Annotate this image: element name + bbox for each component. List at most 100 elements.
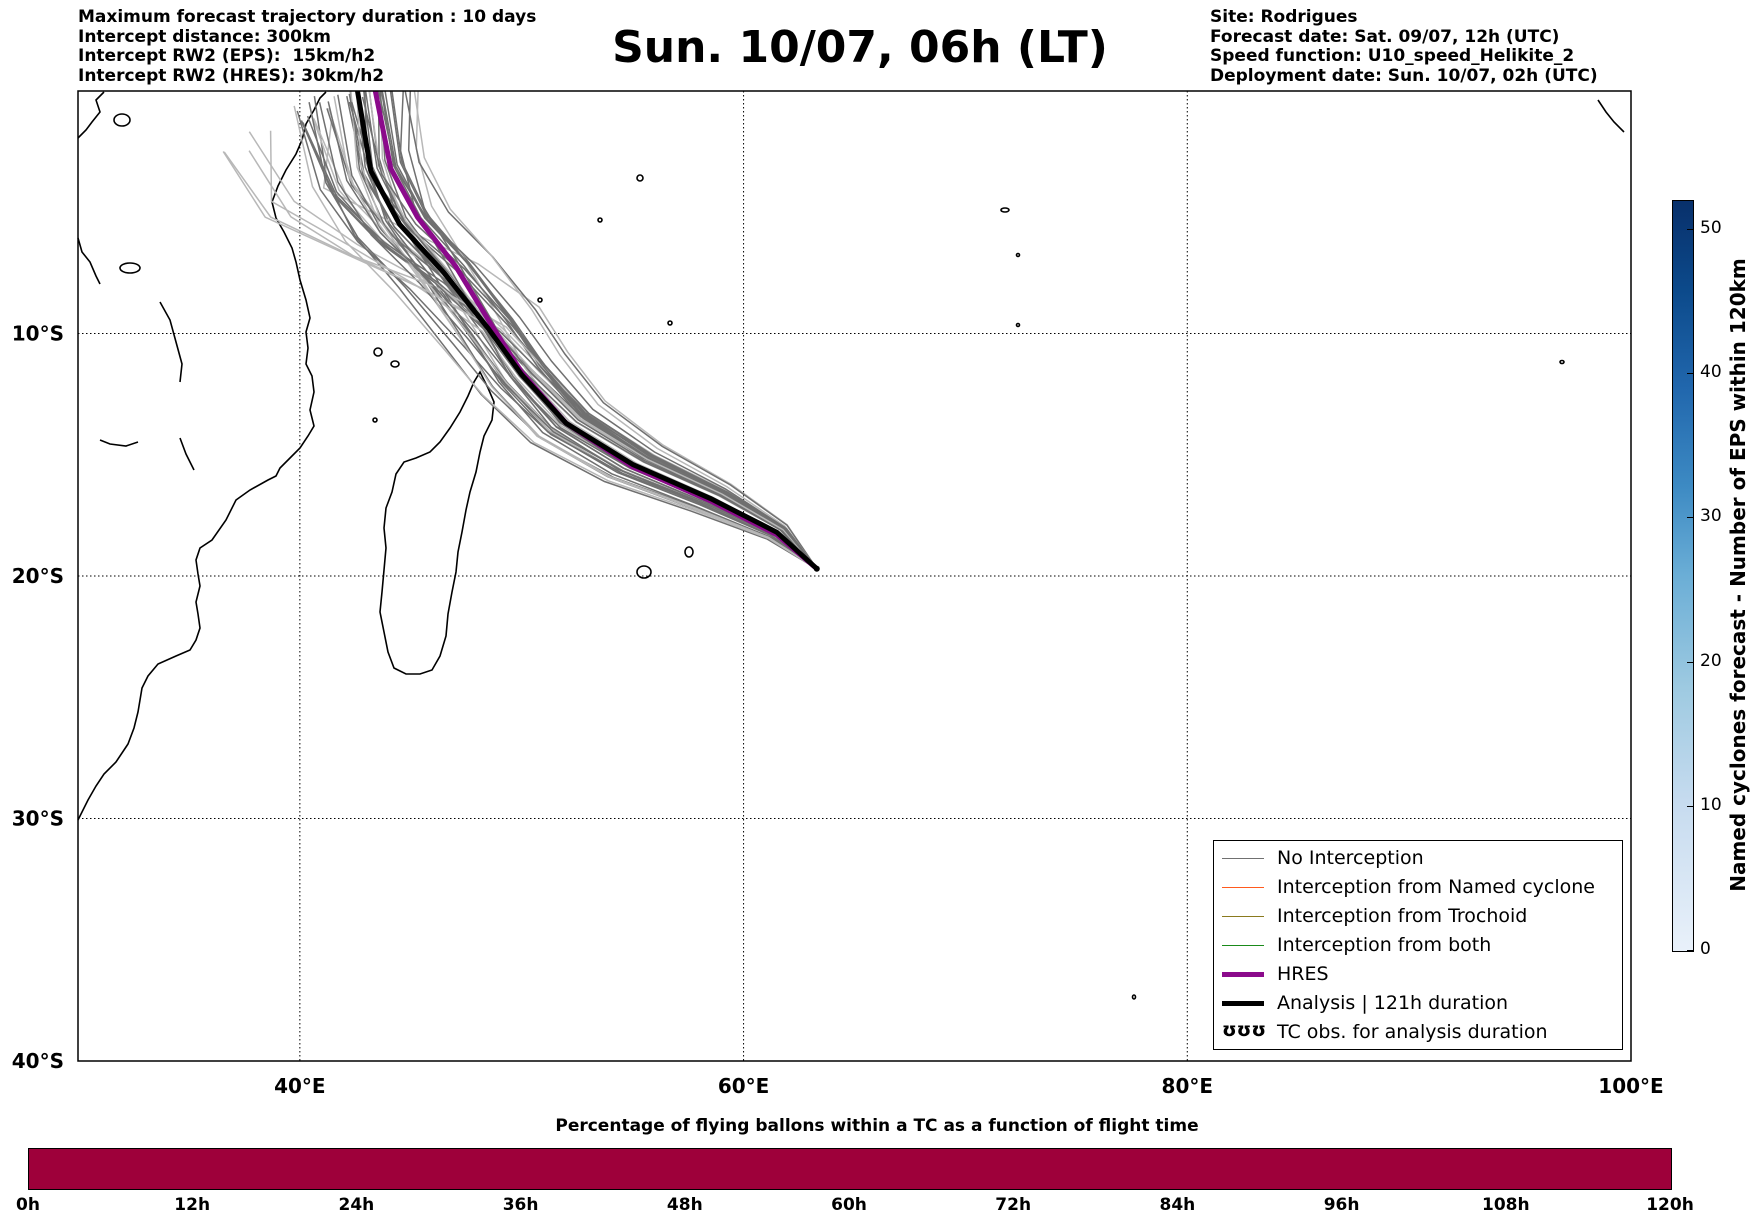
legend-item: HRES [1214,961,1622,989]
africa-coastline [77,91,327,821]
island [159,301,183,383]
island [179,437,195,471]
percentage-tick-label: 0h [16,1195,40,1215]
legend-item: Interception from both [1214,932,1622,960]
colorbar-tick-label: 40 [1700,362,1722,383]
legend-label: Interception from Named cyclone [1277,876,1595,898]
colorbar-tick [1687,805,1693,807]
arabia-coastline [77,237,101,285]
eps-member-track [350,101,818,570]
colorbar-tick [1687,517,1693,519]
legend-label: Interception from Trochoid [1277,905,1528,927]
header-line: Speed function: U10_speed_Helikite_2 [1210,46,1575,66]
legend-swatch [1222,858,1264,859]
legend-label: Analysis | 121h duration [1277,992,1509,1014]
island [1000,207,1010,213]
header-line: Deployment date: Sun. 10/07, 02h (UTC) [1210,65,1598,86]
coastlines [77,91,1625,1000]
colorbar-tick [1687,661,1693,663]
colorbar [1672,200,1694,952]
map-frame [77,90,1632,1062]
arabia-coastline [77,91,105,139]
colorbar-tick-label: 0 [1700,939,1711,959]
eps-member-track [293,105,818,570]
map-grid [78,91,1631,1061]
lon-tick-label: 60°E [718,1074,770,1098]
percentage-tick-label: 36h [502,1195,539,1215]
legend-label: TC obs. for analysis duration [1277,1021,1548,1043]
eps-member-track [379,90,818,570]
eps-member-track [407,90,818,570]
eps-member-track [389,90,818,570]
header-line: Maximum forecast trajectory duration : 1… [78,7,537,27]
eps-member-track [377,90,818,570]
colorbar-label: Named cyclones forecast - Number of EPS … [1726,258,1750,892]
launch-site-marker [813,565,820,572]
island [1559,359,1565,365]
island [373,347,383,357]
colorbar-tick [1687,950,1693,951]
legend-item: Analysis | 121h duration [1214,990,1622,1018]
eps-member-track [379,90,818,570]
lon-tick-label: 100°E [1598,1074,1663,1098]
page-title: Sun. 10/07, 06h (LT) [612,22,1108,73]
header-info-left: Maximum forecast trajectory duration : 1… [78,7,537,86]
legend-swatch [1222,887,1264,888]
percentage-bar-title: Percentage of flying ballons within a TC… [555,1116,1199,1136]
colorbar-tick-label: 50 [1700,217,1722,238]
lat-tick-label: 30°S [12,807,64,831]
lat-tick-label: 10°S [12,322,64,346]
legend-item: Interception from Named cyclone [1214,874,1622,902]
percentage-tick-label: 96h [1323,1195,1360,1215]
colorbar-tick-label: 10 [1700,794,1722,815]
eps-ensemble-tracks [222,90,818,570]
percentage-tick-label: 84h [1159,1195,1196,1215]
lat-tick-label: 40°S [12,1049,64,1073]
percentage-tick-label: 60h [831,1195,867,1215]
header-line: Forecast date: Sat. 09/07, 12h (UTC) [1210,26,1560,47]
island [1015,252,1021,258]
header-line: Intercept RW2 (EPS): 15km/h2 [78,46,376,66]
header-line: Site: Rodrigues [1210,7,1358,27]
percentage-tick-label: 120h [1646,1195,1694,1215]
island [667,320,673,326]
percentage-tick-label: 48h [666,1195,703,1215]
header-line: Intercept distance: 300km [78,26,331,47]
island [636,174,644,182]
island [390,360,400,368]
madagascar-coastline [379,370,495,675]
eps-member-track [378,91,818,570]
eps-member-track [308,102,818,570]
eps-member-track [415,90,818,570]
lon-tick-label: 80°E [1162,1074,1214,1098]
eps-member-track [306,115,818,570]
island [636,565,652,579]
island [684,546,694,558]
eps-member-track [322,119,818,570]
eps-member-track [380,90,818,570]
eps-member-track [348,93,818,570]
legend-swatch [1222,916,1264,917]
header-line: Intercept RW2 (HRES): 30km/h2 [78,65,385,86]
island [537,297,543,303]
percentage-tick-label: 72h [995,1195,1032,1215]
legend-item: No Interception [1214,845,1622,873]
colorbar-tick-label: 20 [1700,650,1722,671]
legend-item: ʊʊʊ TC obs. for analysis duration [1222,1019,1548,1043]
axis-tick-labels: 40°E 60°E 80°E 100°E 10°S 20°S 30°S 40°S [12,322,1664,1099]
legend-swatch [1222,945,1264,946]
island [372,417,378,423]
eps-member-track [346,95,818,570]
legend-label: No Interception [1277,847,1424,869]
legend-label: HRES [1277,963,1329,985]
eps-member-track [318,102,818,570]
header-info-right: Site: Rodrigues Forecast date: Sat. 09/0… [1210,7,1598,86]
legend: No Interception Interception from Named … [1213,840,1623,1050]
eps-member-track [399,90,818,570]
percentage-tick-label: 24h [338,1195,375,1215]
percentage-tick-label: 12h [174,1195,211,1215]
eps-member-track [296,110,818,570]
eps-member-track [384,90,818,570]
percentage-bar [28,1148,1672,1190]
